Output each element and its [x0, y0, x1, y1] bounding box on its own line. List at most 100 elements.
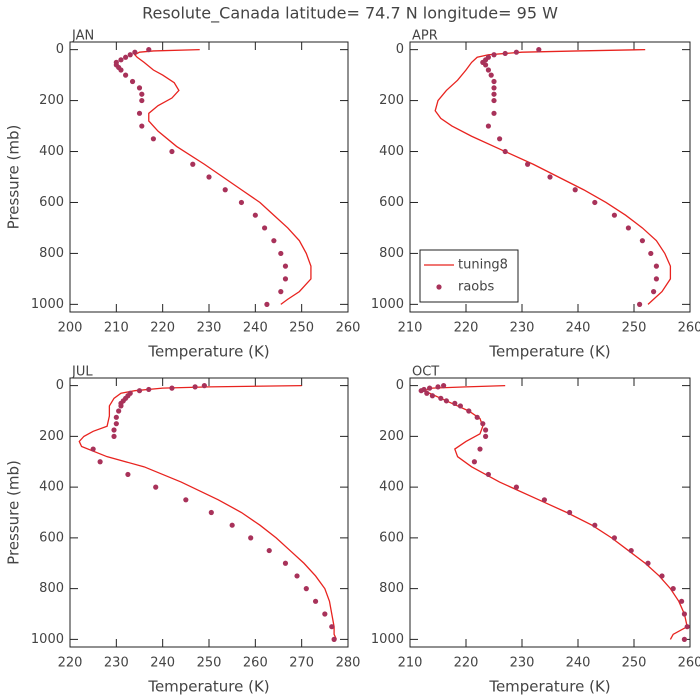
obs-point	[639, 238, 646, 244]
obs-point	[547, 174, 553, 180]
obs-point	[491, 78, 497, 85]
obs-point	[127, 52, 133, 58]
obs-point	[97, 459, 103, 465]
y-tick-label: 800	[39, 581, 64, 596]
obs-point	[282, 276, 289, 282]
obs-point	[497, 136, 503, 142]
y-tick-label: 1000	[371, 297, 404, 312]
x-tick-label: 210	[398, 656, 423, 671]
obs-point	[111, 427, 117, 433]
obs-point	[201, 383, 207, 389]
obs-point	[113, 414, 119, 420]
obs-point	[90, 446, 96, 452]
profile-line	[78, 384, 338, 640]
panel-label: JAN	[71, 29, 94, 44]
x-axis-label: Temperature (K)	[147, 343, 269, 361]
obs-point	[474, 414, 480, 420]
obs-point	[271, 238, 277, 244]
obs-point	[146, 386, 152, 393]
obs-point	[471, 459, 477, 465]
y-tick-label: 600	[379, 195, 404, 210]
x-tick-label: 270	[289, 656, 314, 671]
y-axis-label: Pressure (mb)	[5, 460, 23, 565]
obs-point	[136, 388, 143, 394]
obs-point	[536, 47, 542, 53]
obs-point	[485, 67, 491, 73]
x-tick-label: 260	[243, 656, 268, 671]
legend-label: raobs	[458, 280, 495, 295]
obs-point	[648, 250, 654, 257]
obs-point	[248, 535, 254, 541]
y-tick-label: 1000	[31, 297, 64, 312]
x-tick-label: 240	[150, 656, 175, 671]
obs-point	[118, 57, 124, 63]
x-tick-label: 230	[510, 321, 535, 336]
x-tick-label: 220	[454, 656, 479, 671]
obs-point	[262, 225, 268, 231]
obs-point	[491, 52, 497, 58]
obs-point	[278, 250, 284, 257]
obs-point	[438, 395, 444, 401]
obs-point	[483, 427, 489, 433]
obs-point	[441, 383, 447, 389]
panel-label: APR	[412, 29, 438, 44]
x-tick-label: 250	[289, 321, 314, 336]
y-tick-label: 0	[396, 42, 404, 57]
y-tick-label: 600	[379, 530, 404, 545]
obs-point	[118, 403, 124, 409]
obs-point	[491, 85, 497, 91]
obs-point	[592, 199, 598, 206]
x-tick-label: 260	[678, 656, 700, 671]
obs-point	[208, 509, 214, 516]
obs-point	[146, 47, 152, 53]
obs-point	[525, 161, 531, 167]
obs-point	[331, 636, 337, 642]
obs-point	[679, 598, 685, 604]
obs-point	[653, 276, 660, 282]
obs-point	[466, 408, 472, 414]
y-tick-label: 800	[379, 581, 404, 596]
obs-point	[488, 72, 494, 78]
obs-point	[443, 398, 449, 404]
panel-label: OCT	[412, 365, 439, 380]
obs-point	[483, 433, 489, 439]
x-tick-label: 200	[58, 321, 83, 336]
obs-point	[653, 263, 660, 269]
x-axis-label: Temperature (K)	[488, 343, 610, 361]
panel-label: JUL	[71, 365, 93, 380]
obs-point	[116, 408, 122, 414]
obs-point	[153, 484, 159, 490]
obs-point	[150, 136, 156, 142]
x-tick-label: 260	[678, 321, 700, 336]
y-tick-label: 1000	[371, 632, 404, 647]
x-tick-label: 260	[336, 321, 361, 336]
obs-point	[477, 446, 483, 452]
x-tick-label: 240	[566, 321, 591, 336]
obs-point	[125, 471, 131, 478]
obs-point	[628, 547, 634, 554]
obs-point	[427, 385, 433, 391]
obs-point	[491, 110, 497, 116]
profile-line	[133, 48, 312, 305]
obs-point	[651, 289, 657, 295]
obs-point	[190, 161, 196, 167]
obs-point	[206, 174, 212, 180]
figure-title: Resolute_Canada latitude= 74.7 N longitu…	[142, 4, 558, 24]
obs-point	[659, 573, 665, 579]
x-tick-label: 210	[104, 321, 129, 336]
obs-point	[139, 123, 145, 129]
obs-point	[418, 388, 424, 394]
obs-point	[252, 212, 258, 218]
profile-line	[434, 48, 672, 305]
obs-point	[303, 586, 309, 592]
obs-point	[229, 522, 235, 528]
obs-point	[282, 263, 289, 269]
plot-frame	[409, 41, 691, 313]
obs-point	[132, 49, 138, 55]
obs-point	[435, 384, 441, 390]
obs-point	[136, 110, 143, 116]
obs-point	[572, 187, 578, 193]
y-tick-label: 600	[39, 195, 64, 210]
obs-point	[118, 67, 124, 73]
obs-point	[491, 97, 497, 104]
